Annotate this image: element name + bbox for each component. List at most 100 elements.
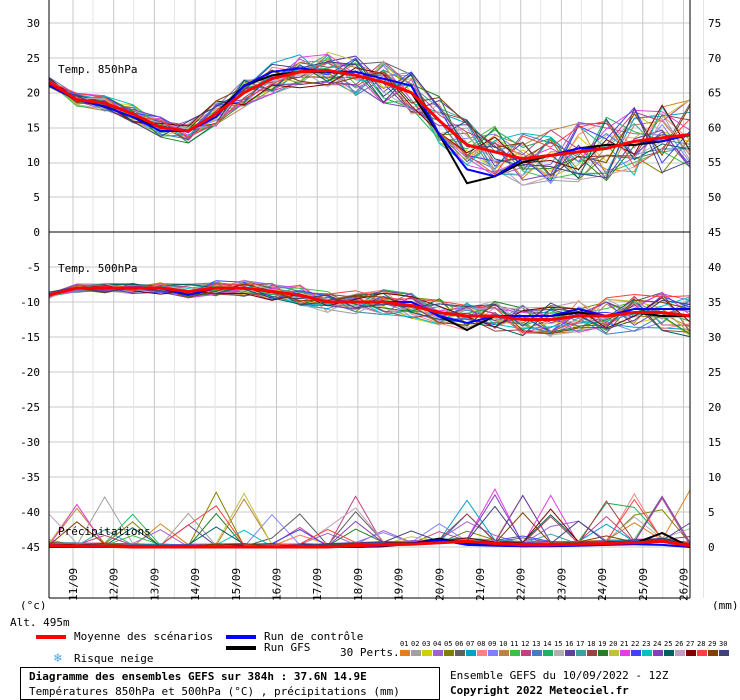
left-unit-label: (°c)	[20, 599, 47, 610]
perturbation-number: 12	[521, 640, 530, 648]
series-line-500	[48, 286, 691, 321]
perturbation-swatch	[433, 650, 443, 656]
perturbation-number: 14	[543, 640, 552, 648]
tick-left-850: 25	[27, 52, 40, 65]
perturbation-number: 20	[609, 640, 618, 648]
perturbation-swatch	[422, 650, 432, 656]
perturbation-swatch	[631, 650, 641, 656]
tick-right-850: 60	[708, 121, 721, 134]
perturbation-number: 17	[576, 640, 585, 648]
perturbation-number: 29	[708, 640, 717, 648]
perturbation-number: 21	[620, 640, 629, 648]
perturbation-number: 03	[422, 640, 431, 648]
perturbation-number: 09	[488, 640, 497, 648]
tick-left-850: 10	[27, 156, 40, 169]
tick-left-500: -35	[20, 471, 40, 484]
tick-left-500: -40	[20, 506, 40, 519]
perturbation-number: 24	[653, 640, 662, 648]
perturbation-number: 10	[499, 640, 508, 648]
perturbation-swatch	[653, 650, 663, 656]
perturbation-line-850	[48, 81, 691, 181]
perturbation-line-500	[48, 280, 691, 320]
perturbation-swatch	[675, 650, 685, 656]
copyright: Copyright 2022 Meteociel.fr	[450, 684, 629, 697]
perturbation-number: 02	[411, 640, 420, 648]
tick-left-500: -15	[20, 331, 40, 344]
tick-right-500: 10	[708, 471, 721, 484]
perturbation-line-850	[48, 67, 691, 171]
tick-right-850: 70	[708, 52, 721, 65]
tick-right-500: 35	[708, 296, 721, 309]
altitude-label: Alt. 495m	[10, 616, 70, 629]
control-legend-line	[226, 635, 256, 639]
perturbation-swatch	[686, 650, 696, 656]
main-series-lines	[48, 67, 691, 549]
tick-right-850: 50	[708, 191, 721, 204]
perturbation-swatch	[466, 650, 476, 656]
right-unit-label: (mm)	[712, 599, 739, 610]
tick-right-500: 30	[708, 331, 721, 344]
perturbation-line-850	[48, 62, 691, 176]
x-tick-label: 21/09	[474, 568, 487, 601]
x-tick-label: 12/09	[108, 568, 121, 601]
run-info: Ensemble GEFS du 10/09/2022 - 12Z	[450, 669, 669, 682]
perturbation-lines	[48, 51, 691, 548]
perturbation-swatch	[400, 650, 410, 656]
perturbation-number: 28	[697, 640, 706, 648]
series-line-850	[48, 67, 691, 178]
snowflake-icon: ❄	[54, 651, 62, 666]
perturbation-swatch	[697, 650, 707, 656]
x-tick-label: 23/09	[555, 568, 568, 601]
perturbation-number: 26	[675, 640, 684, 648]
tick-left-850: 15	[27, 121, 40, 134]
tick-right-500: 15	[708, 436, 721, 449]
chart-grid	[49, 0, 704, 598]
perturbation-swatch	[411, 650, 421, 656]
x-tick-label: 19/09	[393, 568, 406, 601]
perturbation-number: 19	[598, 640, 607, 648]
perturbation-number: 23	[642, 640, 651, 648]
panel-label-500: Temp. 500hPa	[58, 262, 137, 275]
tick-left-500: -45	[20, 541, 40, 554]
perturbation-number: 15	[554, 640, 563, 648]
perturbation-swatch	[510, 650, 520, 656]
ensemble-chart: 30252015105075706560555045-5-10-15-20-25…	[20, 0, 739, 610]
tick-right-500: 40	[708, 261, 721, 274]
tick-left-850: 30	[27, 17, 40, 30]
perturbation-number: 25	[664, 640, 673, 648]
mean-legend-label: Moyenne des scénarios	[74, 630, 214, 643]
perturbation-line-850	[48, 69, 691, 186]
tick-left-500: -10	[20, 296, 40, 309]
tick-left-850: 0	[33, 226, 40, 239]
tick-left-500: -25	[20, 401, 40, 414]
perturbation-swatch	[444, 650, 454, 656]
perturbations-label: 30 Perts.	[340, 646, 400, 659]
x-tick-label: 14/09	[189, 568, 202, 601]
perturbation-swatch	[543, 650, 553, 656]
mean-legend-line	[36, 635, 66, 639]
perturbation-number: 06	[455, 640, 464, 648]
perturbation-swatch	[620, 650, 630, 656]
perturbation-number: 18	[587, 640, 596, 648]
x-tick-label: 22/09	[515, 568, 528, 601]
perturbation-number: 04	[433, 640, 442, 648]
tick-left-850: 5	[33, 191, 40, 204]
perturbation-number: 13	[532, 640, 541, 648]
perturbation-legend: 01 02 03 04 05 06 07 08 09 10 11 12 13 14 15 16 17 18 19 20…	[400, 640, 732, 660]
perturbation-number: 27	[686, 640, 695, 648]
panel-label-850: Temp. 850hPa	[58, 63, 137, 76]
tick-right-850: 65	[708, 87, 721, 100]
chart-axes: 30252015105075706560555045-5-10-15-20-25…	[20, 0, 721, 601]
tick-left-500: -30	[20, 436, 40, 449]
control-legend-label: Run de contrôle	[264, 630, 364, 643]
x-tick-label: 13/09	[148, 568, 161, 601]
perturbation-swatch	[719, 650, 729, 656]
series-line-850	[48, 68, 691, 161]
tick-right-850: 55	[708, 156, 721, 169]
perturbation-swatch	[609, 650, 619, 656]
series-line-precip	[48, 539, 691, 549]
footer-title: Diagramme des ensembles GEFS sur 384h : …	[29, 670, 367, 683]
perturbation-number: 07	[466, 640, 475, 648]
snow-legend-label: Risque neige	[74, 652, 154, 665]
x-tick-label: 20/09	[433, 568, 446, 601]
